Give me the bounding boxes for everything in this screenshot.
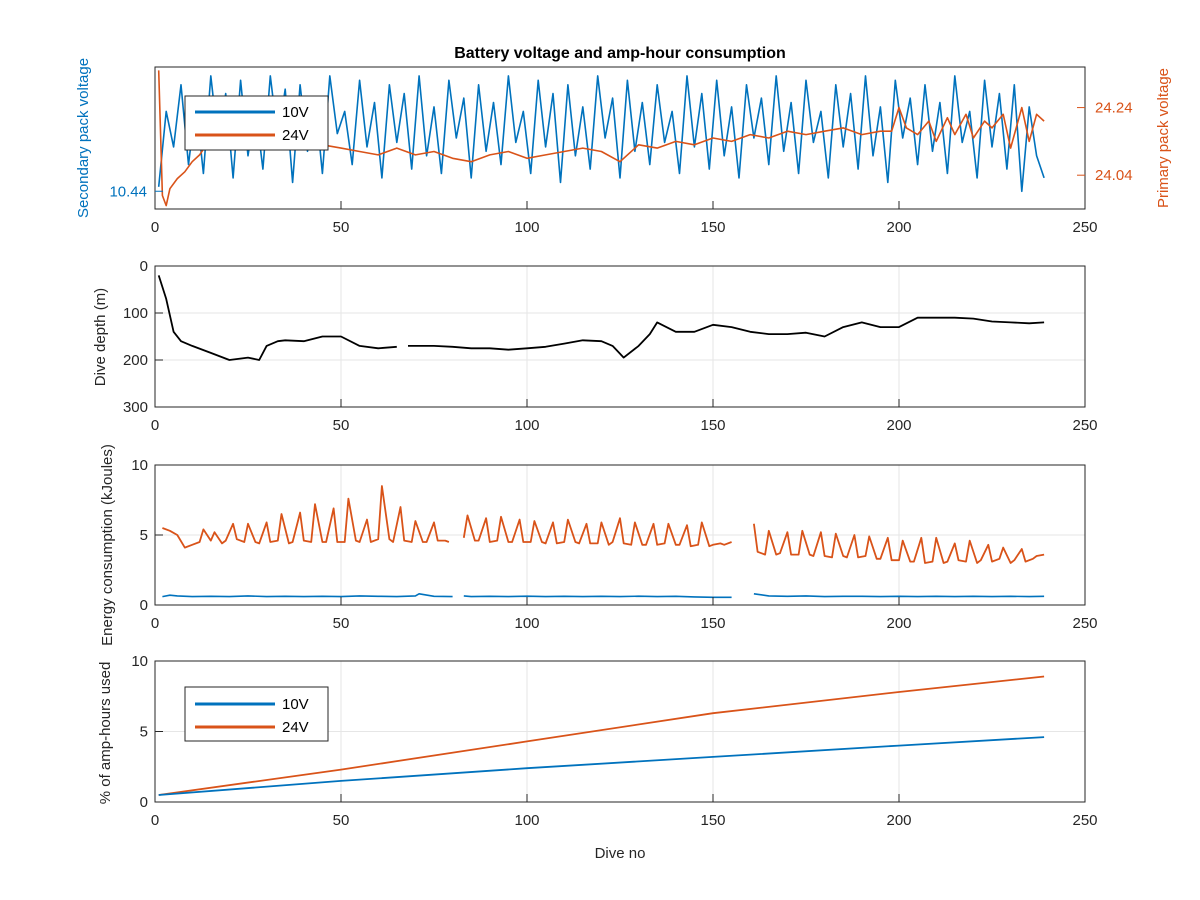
amphour-y-label: % of amp-hours used [97,662,114,805]
energy-24v-series-line [162,485,450,549]
energy-y-tick-label: 5 [140,527,148,544]
primary-voltage-label: Primary pack voltage [1155,68,1172,208]
depth-y-ticks: 0 100 200 300 [123,258,163,416]
voltage-legend-box [184,95,329,151]
energy-x-tick-label: 0 [151,615,159,632]
amphour-y-ticks: 0 5 10 [131,653,163,811]
voltage-legend-10v-label: 10V [282,104,309,121]
energy-x-tick-label: 250 [1072,615,1097,632]
depth-y-tick-label: 100 [123,305,148,322]
energy-10v-series-line [162,592,453,598]
amphour-x-tick-label: 50 [333,812,350,829]
amphour-y-tick-label: 10 [131,653,148,670]
depth-y-tick-label: 0 [140,258,148,275]
amphour-plot-area [158,675,1045,796]
secondary-voltage-tick-label: 10.44 [109,183,147,200]
energy-grid [155,465,1085,605]
energy-y-label: Energy consumption (kJoules) [99,444,116,646]
depth-x-tick-label: 50 [333,417,350,434]
amphour-x-ticks: 0 50 100 150 200 250 [151,794,1098,829]
depth-panel: 0 50 100 150 200 250 0 100 200 300 Dive depth (m… [92,258,1098,434]
energy-10v-series-line [463,595,732,599]
amphour-y-tick-label: 5 [140,724,148,741]
amphour-x-tick-label: 100 [514,812,539,829]
energy-panel: 0 50 100 150 200 250 0 5 10 Energy consumption … [99,444,1098,646]
voltage-x-tick-label: 250 [1072,219,1097,236]
energy-plot-area [162,485,1045,599]
voltage-x-tick-label: 150 [700,219,725,236]
voltage-x-tick-label: 50 [333,219,350,236]
amphour-x-tick-label: 150 [700,812,725,829]
energy-24v-series-line [462,514,732,548]
depth-x-tick-label: 200 [886,417,911,434]
amphour-legend-10v-label: 10V [282,696,309,713]
energy-x-tick-label: 100 [514,615,539,632]
voltage-x-ticks: 0 50 100 150 200 250 [151,201,1098,236]
depth-series-line [157,275,397,361]
depth-x-ticks: 0 50 100 150 200 250 [151,399,1098,434]
depth-x-tick-label: 250 [1072,417,1097,434]
voltage-panel: 0 50 100 150 200 250 10.44 24.04 24.24 Battery… [75,45,1172,236]
energy-x-tick-label: 150 [700,615,725,632]
depth-axes-box [154,265,1086,408]
amphour-x-tick-label: 200 [886,812,911,829]
voltage-legend: 10V 24V [184,95,329,151]
voltage-x-tick-label: 200 [886,219,911,236]
depth-x-tick-label: 100 [514,417,539,434]
voltage-right-ticks: 24.04 24.24 [1077,100,1133,184]
secondary-voltage-label: Secondary pack voltage [75,58,92,218]
voltage-x-tick-label: 0 [151,219,159,236]
primary-voltage-tick-label: 24.04 [1095,167,1133,184]
depth-x-tick-label: 0 [151,417,159,434]
voltage-x-tick-label: 100 [514,219,539,236]
depth-series-line [408,316,1045,359]
depth-y-label: Dive depth (m) [92,288,109,386]
voltage-axes-box [154,66,1086,210]
amphour-panel: 0 50 100 150 200 250 0 5 10 % of amp-hours used… [97,653,1098,862]
energy-x-ticks: 0 50 100 150 200 250 [151,597,1098,632]
energy-10v-series-line [753,593,1045,598]
chart-title: Battery voltage and amp-hour consumption [454,45,786,62]
energy-y-tick-label: 10 [131,457,148,474]
amphour-x-tick-label: 0 [151,812,159,829]
depth-y-tick-label: 200 [123,352,148,369]
amphour-legend: 10V 24V [184,686,329,742]
energy-y-ticks: 0 5 10 [131,457,163,614]
depth-y-tick-label: 300 [123,399,148,416]
amphour-x-tick-label: 250 [1072,812,1097,829]
amphour-y-tick-label: 0 [140,794,148,811]
energy-y-tick-label: 0 [140,597,148,614]
energy-24v-series-line [753,523,1045,564]
depth-plot-area [157,275,1045,361]
voltage-left-ticks: 10.44 [109,183,163,200]
amphour-24v-series-line [158,675,1045,796]
energy-x-tick-label: 50 [333,615,350,632]
voltage-legend-24v-label: 24V [282,127,309,144]
energy-x-tick-label: 200 [886,615,911,632]
primary-voltage-tick-label: 24.24 [1095,100,1133,117]
amphour-10v-series-line [158,736,1045,796]
amphour-legend-24v-label: 24V [282,719,309,736]
x-axis-label: Dive no [595,845,646,862]
depth-x-tick-label: 150 [700,417,725,434]
amphour-legend-box [184,686,329,742]
